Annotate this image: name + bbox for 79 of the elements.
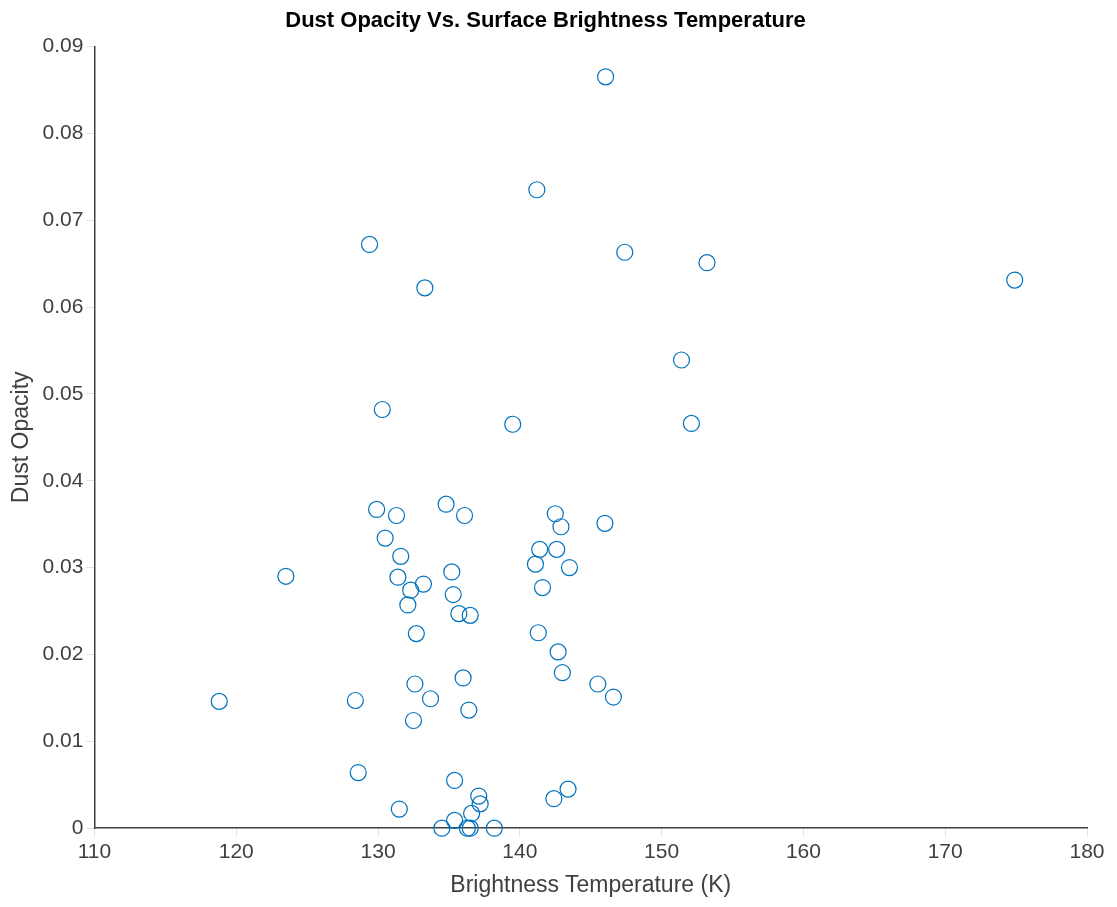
point (553, 664, 571, 682)
y-tick-label: 0.08 (42, 120, 84, 144)
point (460, 701, 478, 719)
point (210, 692, 228, 710)
point (349, 764, 367, 782)
point (545, 790, 563, 808)
x-tick-label: 170 (927, 838, 963, 862)
point (376, 529, 394, 547)
point (548, 540, 566, 558)
point (433, 819, 451, 837)
point (399, 596, 417, 614)
point (597, 68, 615, 86)
x-tick-label: 130 (360, 838, 396, 862)
point (414, 575, 433, 593)
y-tick-label: 0.04 (42, 467, 84, 491)
point (698, 254, 716, 272)
point (596, 514, 614, 532)
point (437, 495, 455, 513)
point (604, 688, 623, 706)
y-tick-label: 0.07 (42, 206, 84, 230)
point (421, 690, 440, 708)
y-axis-title: Dust Opacity (7, 370, 34, 504)
point (461, 606, 479, 624)
point (549, 643, 567, 661)
y-tick-label: 0.02 (42, 641, 84, 665)
point (470, 787, 488, 805)
point (455, 506, 474, 525)
y-tick-label: 0.06 (42, 293, 84, 317)
point (446, 771, 464, 790)
point (402, 581, 420, 599)
point (485, 819, 503, 837)
x-tick-label: 150 (644, 838, 680, 862)
point (416, 279, 434, 297)
chart-title: Dust Opacity Vs. Surface Brightness Temperature (285, 7, 806, 33)
point (389, 568, 407, 586)
point (368, 500, 386, 518)
x-tick-label: 120 (218, 838, 254, 862)
point (446, 811, 464, 829)
x-axis-title: Brightness Temperature (K) (450, 870, 732, 897)
point (454, 669, 472, 687)
point (390, 800, 408, 818)
point (404, 711, 423, 730)
x-tick-label: 180 (1069, 838, 1105, 862)
y-tick-label: 0.01 (42, 728, 84, 752)
y-tick-label: 0.09 (42, 33, 84, 57)
point (471, 795, 489, 813)
point (616, 243, 634, 261)
x-tick-label: 140 (502, 838, 538, 862)
point (373, 400, 391, 419)
point (346, 691, 364, 710)
point (277, 567, 295, 585)
point (552, 518, 570, 536)
point (546, 505, 564, 523)
point (443, 563, 461, 581)
point (450, 605, 468, 623)
point (529, 624, 547, 642)
point (526, 555, 545, 573)
point (560, 559, 579, 577)
y-tick-label: 0 (71, 815, 84, 838)
point (589, 675, 607, 693)
point (463, 804, 481, 823)
point (360, 235, 379, 254)
point (387, 506, 406, 525)
point (392, 547, 410, 565)
y-tick-label: 0.03 (42, 554, 84, 578)
point (504, 415, 522, 433)
point (672, 351, 691, 369)
point (531, 540, 549, 558)
x-tick-label: 110 (77, 838, 112, 862)
point (444, 585, 462, 604)
point (528, 181, 546, 199)
point (682, 414, 701, 432)
point (1006, 271, 1024, 289)
point (406, 675, 424, 693)
point (407, 625, 425, 643)
point (559, 780, 577, 798)
point (533, 578, 552, 597)
x-tick-label: 160 (785, 838, 821, 862)
y-tick-label: 0.05 (42, 380, 84, 404)
